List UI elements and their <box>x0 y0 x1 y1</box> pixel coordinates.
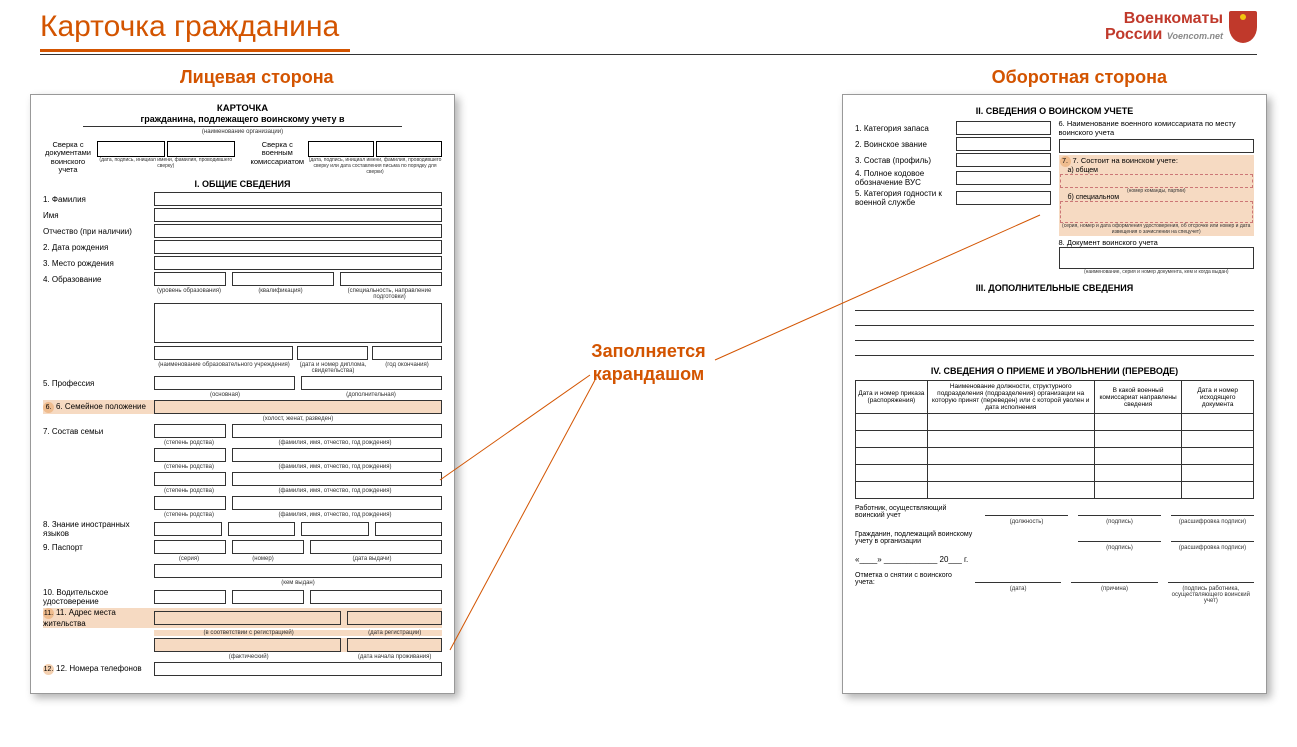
f9-label: 9. Паспорт <box>43 543 148 552</box>
card-subtitle: гражданина, подлежащего воинскому учету … <box>43 114 442 124</box>
hint: (наименование образовательного учреждени… <box>154 362 294 374</box>
f8-label: 8. Знание иностранных языков <box>43 520 148 538</box>
emblem-icon <box>1229 11 1257 43</box>
b2-label: 2. Воинское звание <box>855 140 950 149</box>
section1-heading: I. ОБЩИЕ СВЕДЕНИЯ <box>43 179 442 189</box>
f11-row2-highlighted <box>154 638 442 652</box>
b7-highlighted: 7.7. Состоит на воинском учете: а) общем… <box>1059 155 1255 236</box>
b4-label: 4. Полное кодовое обозначение ВУС <box>855 169 950 187</box>
sverka2-label: Сверка с военным комиссариатом <box>250 141 304 175</box>
sverka1-hint: (дата, подпись, инициал имени, фамилия, … <box>97 157 234 169</box>
hint: (дата) <box>975 586 1061 604</box>
section3-heading: III. ДОПОЛНИТЕЛЬНЫЕ СВЕДЕНИЯ <box>855 283 1254 293</box>
logo-sub: Voencom.net <box>1167 31 1223 41</box>
b7-label: 7. Состоит на воинском учете: <box>1073 156 1178 165</box>
annotation-label: Заполняетсякарандашом <box>591 340 705 387</box>
th: Дата и номер приказа (распоряжения) <box>856 381 928 414</box>
front-side-label: Лицевая сторона <box>180 65 334 94</box>
hint: (расшифровка подписи) <box>1171 545 1254 551</box>
f11-row1-highlighted: 11.11. Адрес места жительства <box>43 608 442 628</box>
b3-label: 3. Состав (профиль) <box>855 156 950 165</box>
hint: (номер) <box>228 556 298 562</box>
sverka2-hint: (дата, подпись, инициал имени, фамилия, … <box>308 157 442 175</box>
hint: (расшифровка подписи) <box>1171 519 1254 525</box>
hint: (дата регистрации) <box>347 630 442 636</box>
hint: (дата начала проживания) <box>347 654 442 660</box>
section2-heading: II. СВЕДЕНИЯ О ВОИНСКОМ УЧЕТЕ <box>855 106 1254 116</box>
hint: (фамилия, имя, отчество, год рождения) <box>228 488 442 494</box>
b8-label: 8. Документ воинского учета <box>1059 238 1255 247</box>
logo-line1: Военкоматы <box>1105 11 1223 27</box>
hint: (фактический) <box>154 654 343 660</box>
hint: (степень родства) <box>154 512 224 518</box>
hint: (основная) <box>154 392 296 398</box>
f6-label: 6. Семейное положение <box>56 402 146 411</box>
back-card: II. СВЕДЕНИЯ О ВОИНСКОМ УЧЕТЕ 1. Категор… <box>842 94 1267 694</box>
f1-label: 1. Фамилия <box>43 195 148 204</box>
hint: (подпись) <box>1078 545 1161 551</box>
logo-line2: России <box>1105 26 1162 43</box>
hint: (кем выдан) <box>154 580 442 586</box>
section4-heading: IV. СВЕДЕНИЯ О ПРИЕМЕ И УВОЛЬНЕНИИ (ПЕРЕ… <box>855 366 1254 376</box>
hint: (должность) <box>985 519 1068 525</box>
hint: (уровень образования) <box>154 288 224 300</box>
sverka1-label: Сверка с документами воинского учета <box>43 141 93 175</box>
hint: (серия, номер и дата оформления удостове… <box>1060 223 1254 235</box>
hint: (специальность, направление подготовки) <box>337 288 442 300</box>
sig1-label: Работник, осуществляющий воинский учет <box>855 505 975 519</box>
b7b-label: б) специальном <box>1060 194 1254 201</box>
f5-label: 5. Профессия <box>43 379 148 388</box>
hint: (в соответствии с регистрацией) <box>154 630 343 636</box>
f7-label: 7. Состав семьи <box>43 427 148 436</box>
th: Наименование должности, структурного под… <box>927 381 1094 414</box>
hint: (серия) <box>154 556 224 562</box>
hint: (наименование, серия и номер документа, … <box>1059 269 1255 275</box>
hint: (фамилия, имя, отчество, год рождения) <box>228 464 442 470</box>
logo: Военкоматы России Voencom.net <box>1105 11 1257 43</box>
th: Дата и номер исходящего документа <box>1182 381 1254 414</box>
f6-row-highlighted: 6.6. Семейное положение <box>43 400 442 414</box>
hint: (квалификация) <box>228 288 333 300</box>
hint: (год окончания) <box>372 362 442 374</box>
sig2-label: Гражданин, подлежащий воинскому учету в … <box>855 531 975 545</box>
page-title: Карточка гражданина <box>40 10 339 44</box>
b1-label: 1. Категория запаса <box>855 124 950 133</box>
hint: (фамилия, имя, отчество, год рождения) <box>228 440 442 446</box>
hint: (степень родства) <box>154 440 224 446</box>
f2-label: 2. Дата рождения <box>43 243 148 252</box>
hint: (степень родства) <box>154 464 224 470</box>
hint: (причина) <box>1071 586 1157 604</box>
f4-label: 4. Образование <box>43 275 148 284</box>
otm-label: Отметка о снятии с воинского учета: <box>855 572 965 586</box>
b6-label: 6. Наименование военного комиссариата по… <box>1059 119 1255 137</box>
card-title: КАРТОЧКА <box>43 103 442 114</box>
hint: (подпись) <box>1078 519 1161 525</box>
date-template: «____» ____________ 20___ г. <box>855 555 1254 564</box>
f1a-label: Имя <box>43 211 148 220</box>
hint: (подпись работника, осуществляющего воин… <box>1168 586 1254 604</box>
hint: (фамилия, имя, отчество, год рождения) <box>228 512 442 518</box>
f1b-label: Отчество (при наличии) <box>43 227 148 236</box>
b5-label: 5. Категория годности к военной службе <box>855 189 950 207</box>
th: В какой военный комиссариат направлены с… <box>1094 381 1182 414</box>
f3-label: 3. Место рождения <box>43 259 148 268</box>
hint: (степень родства) <box>154 488 224 494</box>
f6-hint: (холост, женат, разведен) <box>154 416 442 422</box>
b7a-label: а) общем <box>1060 167 1254 174</box>
hint: (дополнительная) <box>300 392 442 398</box>
table4: Дата и номер приказа (распоряжения) Наим… <box>855 380 1254 499</box>
f11-label: 11. Адрес места жительства <box>43 608 116 628</box>
front-card: КАРТОЧКА гражданина, подлежащего воинско… <box>30 94 455 694</box>
f11-hints-highlighted: (в соответствии с регистрацией) (дата ре… <box>154 630 442 636</box>
f10-label: 10. Водительское удостоверение <box>43 588 148 606</box>
org-hint: (наименование организации) <box>43 129 442 135</box>
f12-label: 12. Номера телефонов <box>56 664 142 673</box>
back-side-label: Оборотная сторона <box>992 65 1167 94</box>
hint: (дата и номер диплома, свидетельства) <box>298 362 368 374</box>
hint: (дата выдачи) <box>302 556 442 562</box>
